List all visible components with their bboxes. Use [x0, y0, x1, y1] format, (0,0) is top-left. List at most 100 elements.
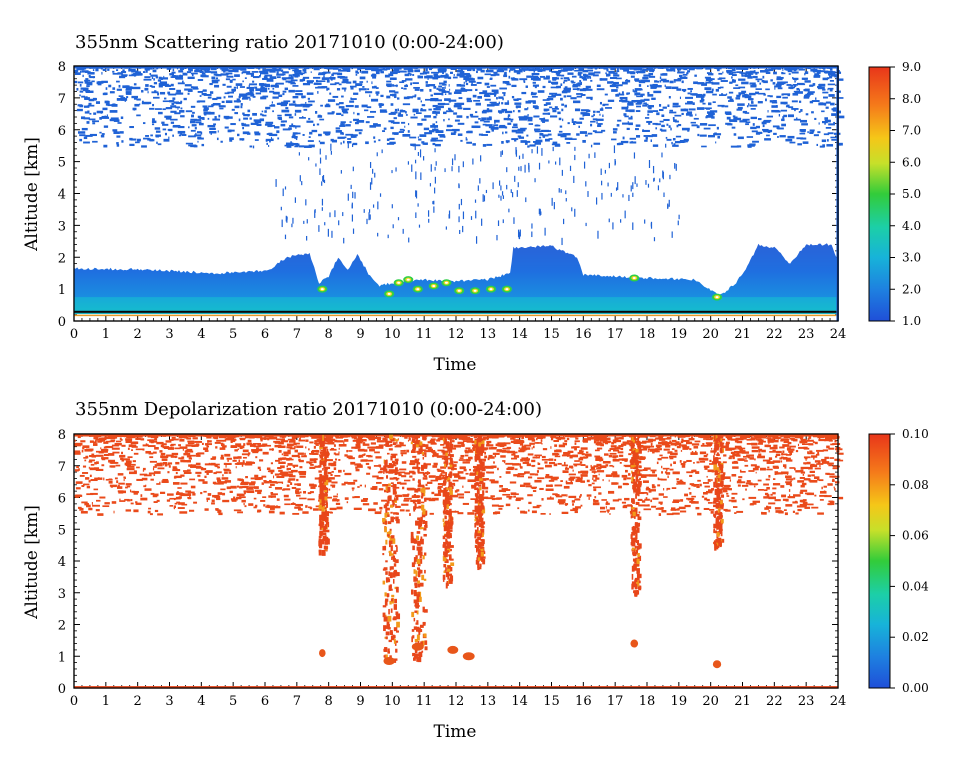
scatter-pixel — [619, 96, 628, 100]
scatter-pixel — [655, 127, 658, 130]
scatter-pixel — [454, 119, 460, 122]
scatter-pixel — [325, 438, 332, 441]
scatter-pixel — [265, 106, 271, 110]
scatter-pixel — [395, 505, 401, 508]
scatter-pixel — [161, 77, 169, 80]
scatter-pixel — [764, 138, 771, 141]
mid-streak — [657, 185, 660, 191]
scatter-pixel — [527, 509, 530, 512]
scatter-pixel — [526, 75, 532, 78]
scatter-pixel — [398, 473, 402, 477]
scatter-pixel — [808, 436, 812, 439]
scatter-pixel — [824, 438, 832, 442]
scatter-pixel — [578, 68, 584, 71]
scatter-pixel — [264, 110, 267, 113]
mid-streak — [588, 153, 590, 159]
scatter-pixel — [369, 94, 371, 98]
scatter-pixel — [172, 134, 174, 137]
scatter-pixel — [164, 464, 168, 467]
scatter-pixel — [491, 498, 495, 501]
scatter-pixel — [406, 449, 410, 453]
scatter-pixel — [363, 449, 368, 452]
scatter-pixel — [162, 128, 167, 131]
scatter-pixel — [657, 477, 660, 480]
scatter-pixel — [543, 77, 550, 80]
mid-streak — [314, 210, 316, 218]
scatter-pixel — [433, 108, 441, 111]
scatter-pixel — [685, 102, 693, 105]
x-tick-label: 7 — [293, 327, 301, 342]
scatter-pixel — [793, 494, 801, 497]
scatter-pixel — [472, 143, 476, 146]
scatter-pixel — [338, 76, 345, 79]
scatter-pixel — [463, 107, 471, 110]
scatter-pixel — [204, 475, 207, 479]
scatter-pixel — [706, 453, 709, 456]
scatter-pixel — [706, 72, 712, 74]
scatter-pixel — [294, 113, 297, 116]
scatter-pixel — [101, 464, 105, 467]
scatter-pixel — [252, 95, 256, 98]
scatter-pixel — [182, 80, 184, 83]
scatter-pixel — [229, 139, 233, 142]
scatter-pixel — [596, 110, 600, 113]
scatter-pixel — [548, 138, 553, 140]
scatter-pixel — [751, 101, 754, 104]
scatter-pixel — [116, 486, 123, 489]
scatter-pixel — [365, 462, 370, 465]
mid-streak — [497, 220, 500, 227]
scatter-pixel — [136, 98, 141, 101]
scatter-pixel — [542, 112, 548, 115]
scatter-pixel — [561, 103, 565, 106]
scatter-pixel — [75, 487, 81, 490]
scatter-pixel — [534, 86, 537, 89]
scatter-pixel — [523, 69, 526, 72]
scatter-pixel — [501, 488, 508, 491]
scatter-pixel — [484, 82, 490, 86]
mid-streak — [368, 209, 371, 213]
scatter-pixel — [82, 445, 90, 448]
scatter-pixel — [87, 110, 90, 113]
x-tick-label: 19 — [671, 327, 688, 342]
scatter-pixel — [753, 485, 756, 488]
scatter-pixel — [421, 141, 425, 144]
mid-streak — [321, 207, 323, 211]
scatter-pixel — [757, 455, 765, 459]
scatter-pixel — [616, 70, 620, 73]
mid-streak — [482, 194, 484, 202]
scatter-pixel — [704, 497, 708, 501]
scatter-pixel — [100, 134, 105, 138]
scatter-pixel — [737, 106, 743, 110]
scatter-pixel — [769, 451, 777, 453]
scatter-pixel — [715, 88, 719, 92]
scatter-pixel — [103, 441, 109, 444]
scatter-pixel — [404, 125, 406, 128]
scatter-pixel — [231, 108, 235, 111]
scatter-pixel — [609, 452, 617, 455]
scatter-pixel — [177, 487, 182, 489]
scatter-pixel — [647, 110, 653, 113]
scatter-pixel — [215, 74, 222, 77]
scatter-pixel — [616, 124, 620, 127]
scatter-pixel — [706, 115, 714, 118]
scatter-pixel — [463, 77, 470, 81]
scatter-pixel — [401, 454, 404, 457]
mid-streak — [659, 178, 661, 183]
scatter-pixel — [171, 438, 179, 441]
scatter-pixel — [310, 486, 316, 489]
scatter-pixel — [657, 484, 661, 487]
scatter-pixel — [609, 464, 613, 467]
scatter-pixel — [576, 93, 583, 95]
scatter-pixel — [529, 473, 535, 476]
mid-streak — [531, 231, 533, 238]
scatter-pixel — [616, 143, 621, 146]
scatter-pixel — [490, 495, 495, 498]
scatter-pixel — [220, 510, 222, 513]
scatter-pixel — [88, 98, 95, 102]
scatter-pixel — [828, 73, 836, 76]
scatter-pixel — [396, 441, 398, 444]
scatter-pixel — [513, 98, 518, 101]
scatter-pixel — [379, 105, 382, 108]
scatter-pixel — [330, 484, 336, 487]
scatter-pixel — [193, 145, 198, 148]
